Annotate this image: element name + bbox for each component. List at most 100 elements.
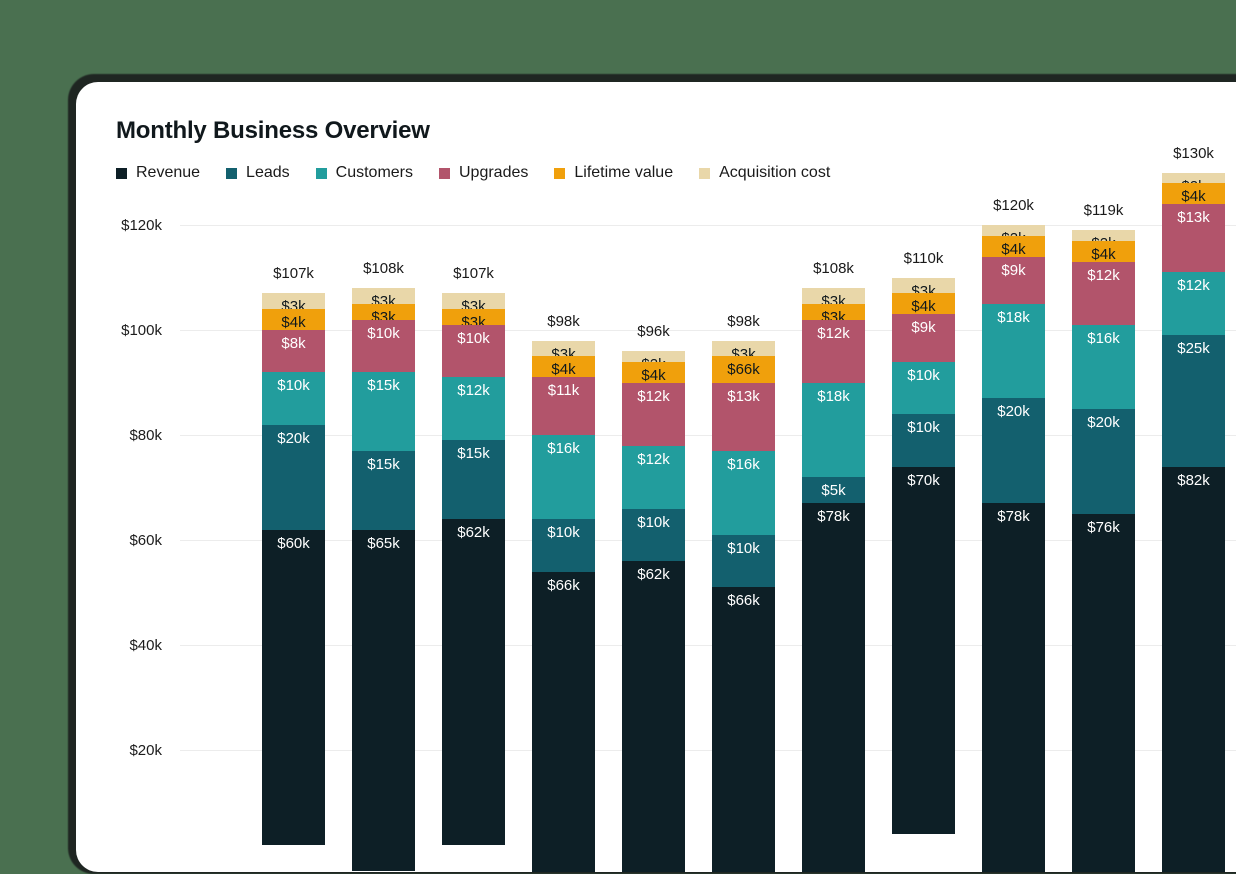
bar-segment-upgrades[interactable]: $13k [1162, 204, 1225, 273]
bar-segment-acquisition-cost[interactable]: $3k [892, 277, 955, 294]
bar-segment-revenue[interactable]: $66k [532, 571, 595, 872]
legend-item-leads[interactable]: Leads [226, 164, 290, 182]
y-axis-tick-label: $100k [121, 322, 162, 339]
bar-segment-leads[interactable]: $15k [352, 450, 415, 530]
bar-segment-lifetime-value[interactable]: $4k [982, 235, 1045, 257]
bar-segment-leads[interactable]: $5k [802, 477, 865, 504]
bar-segment-acquisition-cost[interactable]: $3k [712, 340, 775, 357]
bar-segment-upgrades[interactable]: $13k [712, 382, 775, 451]
bar-segment-lifetime-value[interactable]: $3k [802, 303, 865, 320]
bar-segment-customers[interactable]: $12k [442, 377, 505, 441]
bar-segment-label: $3k [371, 308, 396, 320]
bar-segment-lifetime-value[interactable]: $3k [352, 303, 415, 320]
bar-segment-lifetime-value[interactable]: $4k [622, 361, 685, 383]
chart-legend: Revenue Leads Customers Upgrades Lifetime va… [116, 164, 856, 182]
stacked-bar[interactable]: $2k $4k $12k $12k $10k $62k [622, 351, 685, 872]
bar-segment-acquisition-cost[interactable]: $2k [982, 225, 1045, 236]
stacked-bar[interactable]: $2k $4k $12k $16k $20k $76k [1072, 230, 1135, 872]
stacked-bar[interactable]: $3k $4k $11k $16k $10k $66k [532, 340, 595, 872]
bar-segment-label: $11k [547, 382, 580, 400]
bar-segment-label: $2k [982, 231, 1045, 236]
bar-segment-revenue[interactable]: $62k [442, 519, 505, 845]
bar-segment-lifetime-value[interactable]: $66k [712, 356, 775, 383]
bar-segment-customers[interactable]: $12k [622, 445, 685, 509]
bar-segment-leads[interactable]: $25k [1162, 335, 1225, 467]
bar-segment-label: $62k [637, 566, 670, 583]
bar-segment-customers[interactable]: $16k [1072, 324, 1135, 409]
bar-segment-lifetime-value[interactable]: $3k [442, 309, 505, 325]
bar-segment-revenue[interactable]: $62k [622, 561, 685, 872]
bar-segment-acquisition-cost[interactable]: $2k [1072, 230, 1135, 241]
bar-segment-upgrades[interactable]: $9k [982, 256, 1045, 304]
stacked-bar[interactable]: $3k $4k $8k $10k $20k $60k [262, 293, 325, 872]
bar-segment-acquisition-cost[interactable]: $3k [802, 288, 865, 304]
bar-segment-lifetime-value[interactable]: $4k [1162, 183, 1225, 204]
bar-segment-upgrades[interactable]: $11k [532, 377, 595, 435]
stacked-bar[interactable]: $3k $4k $9k $10k $10k $70k [892, 277, 955, 873]
legend-item-upgrades[interactable]: Upgrades [439, 164, 528, 182]
stacked-bar[interactable]: $3k $66k $13k $16k $10k $66k [712, 340, 775, 872]
bar-segment-leads[interactable]: $20k [1072, 408, 1135, 514]
stacked-bar[interactable]: $2k $4k $9k $18k $20k $78k [982, 225, 1045, 872]
bar-segment-revenue[interactable]: $82k [1162, 466, 1225, 872]
bar-segment-upgrades[interactable]: $8k [262, 330, 325, 372]
bar-segment-leads[interactable]: $10k [712, 534, 775, 588]
bar-segment-acquisition-cost[interactable]: $3k [262, 293, 325, 309]
legend-item-lifetime-value[interactable]: Lifetime value [554, 164, 673, 182]
bar-segment-upgrades[interactable]: $10k [442, 324, 505, 378]
bar-segment-customers[interactable]: $18k [982, 303, 1045, 399]
bar-segment-upgrades[interactable]: $10k [352, 319, 415, 372]
bar-segment-label: $62k [457, 524, 490, 541]
bar-segment-customers[interactable]: $12k [1162, 272, 1225, 336]
bar-segment-acquisition-cost[interactable]: $3k [352, 288, 415, 304]
gridline [180, 645, 1236, 646]
stacked-bar[interactable]: $2k $4k $13k $12k $25k $82k [1162, 172, 1225, 872]
bar-total-label: $107k [453, 265, 494, 283]
bar-segment-revenue[interactable]: $60k [262, 529, 325, 845]
bar-segment-leads[interactable]: $20k [262, 424, 325, 530]
bar-segment-customers[interactable]: $16k [712, 450, 775, 535]
bar-segment-leads[interactable]: $10k [622, 508, 685, 561]
bar-segment-customers[interactable]: $16k [532, 435, 595, 519]
bar-segment-revenue[interactable]: $66k [712, 587, 775, 872]
bar-segment-upgrades[interactable]: $12k [802, 319, 865, 383]
bar-segment-leads[interactable]: $15k [442, 440, 505, 519]
bar-segment-revenue[interactable]: $76k [1072, 513, 1135, 872]
bar-segment-label: $4k [281, 314, 306, 330]
bar-total-label: $108k [363, 260, 404, 277]
bar-segment-lifetime-value[interactable]: $4k [1072, 240, 1135, 262]
legend-item-revenue[interactable]: Revenue [116, 164, 200, 182]
bar-segment-customers[interactable]: $10k [262, 372, 325, 425]
bar-segment-acquisition-cost[interactable]: $3k [532, 340, 595, 357]
bar-segment-customers[interactable]: $18k [802, 382, 865, 477]
bar-segment-acquisition-cost[interactable]: $2k [1162, 172, 1225, 183]
bar-segment-label: $10k [637, 513, 670, 531]
stacked-bar[interactable]: $3k $3k $10k $15k $15k $65k [352, 288, 415, 872]
bar-segment-leads[interactable]: $10k [532, 519, 595, 572]
stacked-bar[interactable]: $3k $3k $10k $12k $15k $62k [442, 293, 505, 872]
bar-total-label: $130k [1173, 144, 1214, 162]
bar-segment-upgrades[interactable]: $9k [892, 314, 955, 362]
bar-segment-leads[interactable]: $20k [982, 398, 1045, 504]
bar-segment-label: $18k [997, 308, 1030, 326]
bar-total-label: $110k [903, 249, 944, 267]
bar-total-label: $108k [813, 260, 854, 277]
bar-segment-acquisition-cost[interactable]: $3k [442, 293, 505, 309]
bar-segment-upgrades[interactable]: $12k [1072, 261, 1135, 325]
stacked-bar[interactable]: $3k $3k $12k $18k $5k $78k [802, 288, 865, 872]
bar-segment-lifetime-value[interactable]: $4k [532, 356, 595, 378]
bar-segment-revenue[interactable]: $78k [802, 503, 865, 872]
bar-segment-lifetime-value[interactable]: $4k [262, 309, 325, 330]
bar-segment-revenue[interactable]: $70k [892, 466, 955, 834]
bar-segment-acquisition-cost[interactable]: $2k [622, 351, 685, 362]
bar-segment-customers[interactable]: $15k [352, 372, 415, 451]
bar-segment-upgrades[interactable]: $12k [622, 382, 685, 446]
bar-segment-customers[interactable]: $10k [892, 361, 955, 414]
bar-segment-revenue[interactable]: $65k [352, 529, 415, 871]
legend-item-acquisition-cost[interactable]: Acquisition cost [699, 164, 830, 182]
bar-segment-lifetime-value[interactable]: $4k [892, 293, 955, 315]
chart-plot-area: $120k $100k $80k $60k $40k $20k $107k $3k $4k $8k… [76, 82, 1236, 872]
bar-segment-revenue[interactable]: $78k [982, 503, 1045, 872]
legend-item-customers[interactable]: Customers [315, 164, 413, 182]
bar-segment-leads[interactable]: $10k [892, 414, 955, 467]
